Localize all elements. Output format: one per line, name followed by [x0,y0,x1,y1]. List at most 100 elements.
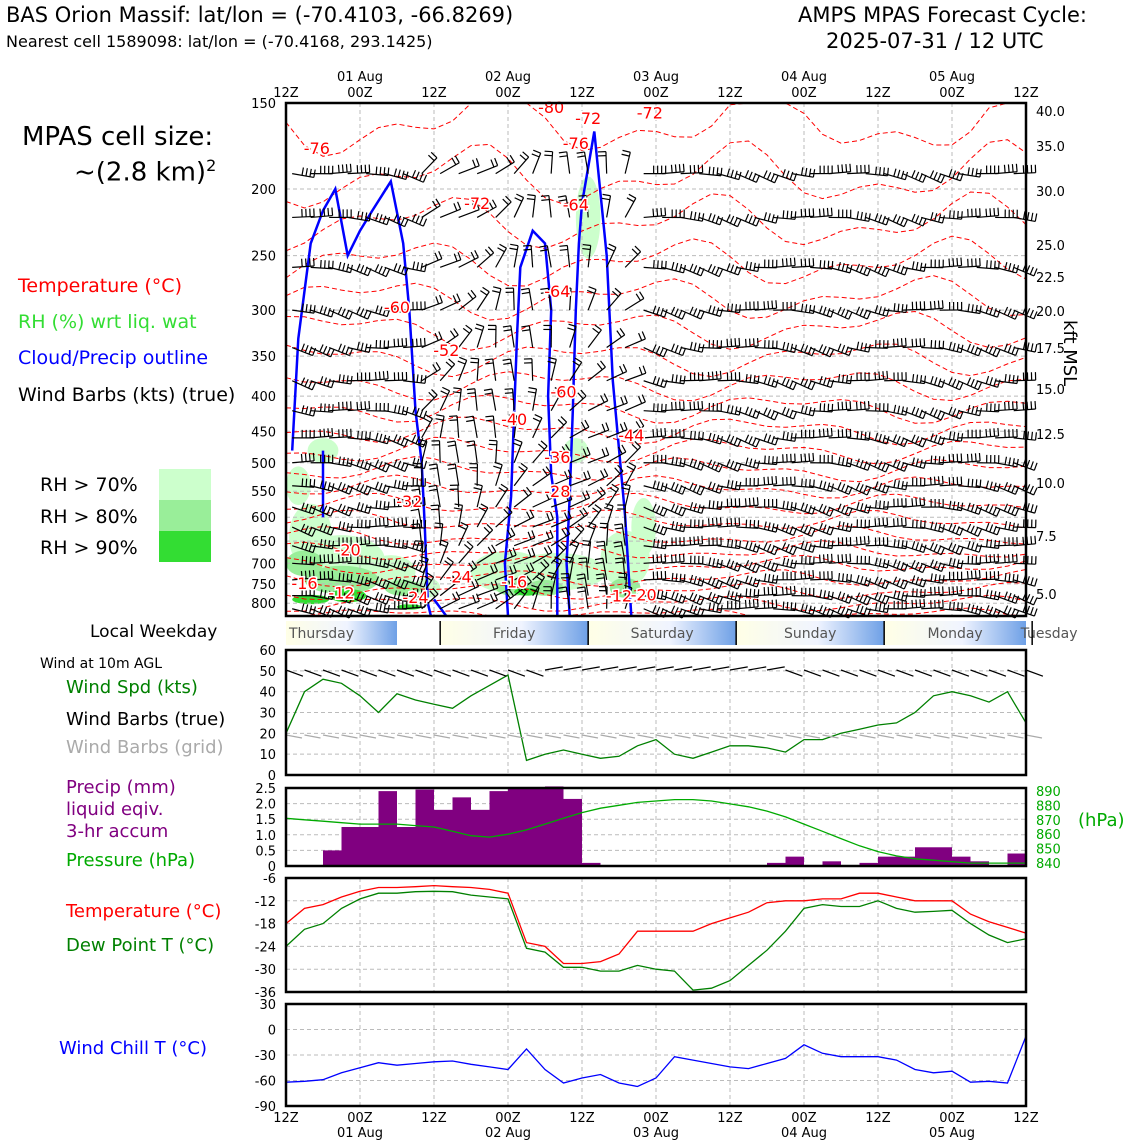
wind-barb-feather [382,307,387,316]
precip-tick-label: 0 [268,860,276,875]
wind-barb-feather [674,308,679,317]
wind-barb-feather [423,410,428,419]
wind-barb-feather [360,342,364,351]
wind-barb-feather [467,392,476,395]
wind-barb-feather [360,265,365,273]
wind-barb-feather [826,428,829,437]
wind-barb-feather [952,258,955,267]
wind-barb-staff [605,151,608,174]
wind-barb-staff [828,595,850,604]
wind-barb-feather [915,374,919,383]
wind-barb-feather [526,486,532,494]
wind-barb-feather [782,500,785,509]
wind-barb-staff [402,579,425,588]
wind-barb-staff [865,216,887,226]
isotherm-label-9: -24 [402,588,428,607]
wind-barb-feather [430,508,439,511]
wind-barb-feather [674,607,679,615]
wind-barb-feather [435,198,441,206]
wind-barb-feather [631,443,639,451]
wind-barb-feather [652,305,657,314]
wind-barb-staff [902,345,925,349]
wind-barb-feather [855,592,861,601]
wind-barb-feather [412,588,415,597]
wind-barb-feather [856,502,860,511]
wind-barb-feather [896,435,901,444]
wind-barb-feather [756,497,759,506]
wind-barb-feather [845,401,848,410]
wind-barb-feather [378,593,383,602]
cell-size-number: ~(2.8 km) [74,157,207,188]
wind-barb-feather [635,421,641,429]
surface-wind-barb-true [1025,669,1044,677]
wind-barb-feather [453,328,459,336]
wind-barb-feather [368,535,371,544]
wind-barb-feather [574,357,582,363]
top-time-tick-label: 12Z [421,86,447,101]
wind-barb-feather [457,252,462,260]
wind-barb-feather [716,500,719,510]
wind-barb-feather [808,406,812,415]
weekday-title: Local Weekday [90,622,218,642]
precip-bar [915,847,934,866]
wind-barb-feather [855,536,858,545]
wind-barb-feather [319,589,323,598]
wind-barb-feather [996,527,1001,536]
wind-barb-staff [939,506,962,512]
wind-barb-feather [874,213,879,222]
wind-barb-feather [897,405,901,414]
wind-barb-feather [656,481,660,490]
wind-barb-feather [582,247,591,251]
wind-barb-feather [971,405,975,415]
wind-barb-staff [735,562,757,574]
wind-barb-staff [476,599,498,610]
wind10m-tick-label: 10 [259,748,276,763]
wind-barb-feather [885,581,890,589]
wind-barb-feather [955,380,960,389]
wind-barb-feather [930,521,934,530]
wind-barb-staff [735,173,757,183]
wind-barb-feather [893,404,897,413]
wind-barb-feather [678,164,681,173]
wind-barb-feather [475,323,484,328]
wind-barb-feather [397,560,402,569]
wind-barb-feather [734,481,738,490]
wind-barb-feather [752,173,757,181]
wind-barb-feather [977,382,983,390]
wind-barb-feather [615,561,624,564]
wind-barb-staff [402,410,424,419]
wind-barb-feather [397,169,401,178]
wind-barb-staff [347,506,369,515]
wind-barb-feather [568,491,573,500]
wind-barb-feather [919,599,922,608]
wind-barb-staff [495,595,514,610]
wind-barb-staff [384,437,406,448]
surface-wind-barb-grid [526,734,543,739]
wind-barb-feather [440,539,449,544]
wind-barb-feather [697,431,700,440]
wind-barb-feather [849,401,852,410]
wind-barb-feather [619,365,624,374]
wind-barb-feather [867,505,872,514]
wind-barb-feather [559,244,568,247]
wind-barb-feather [631,248,639,255]
top-time-tick-label: 12Z [865,86,891,101]
precip-bar [563,798,582,866]
wind-barb-feather [689,592,694,601]
wind-barb-feather [520,585,528,592]
wind-barb-feather [579,509,585,517]
wind-barb-feather [548,571,557,575]
wind-barb-feather [726,559,731,568]
wind-barb-feather [614,544,623,548]
windchill-tick-label: -60 [255,1075,276,1090]
wind-barb-feather [622,588,631,593]
wind-barb-feather [410,484,419,487]
wind-barb-feather [483,526,491,534]
wind-barb-feather [493,592,498,601]
wind-barb-feather [912,588,914,597]
wind-barb-feather [547,360,556,364]
wind-barb-feather [466,419,475,423]
wind-barb-feather [456,293,461,302]
wind-barb-feather [621,444,627,453]
wind-barb-feather [341,554,344,563]
